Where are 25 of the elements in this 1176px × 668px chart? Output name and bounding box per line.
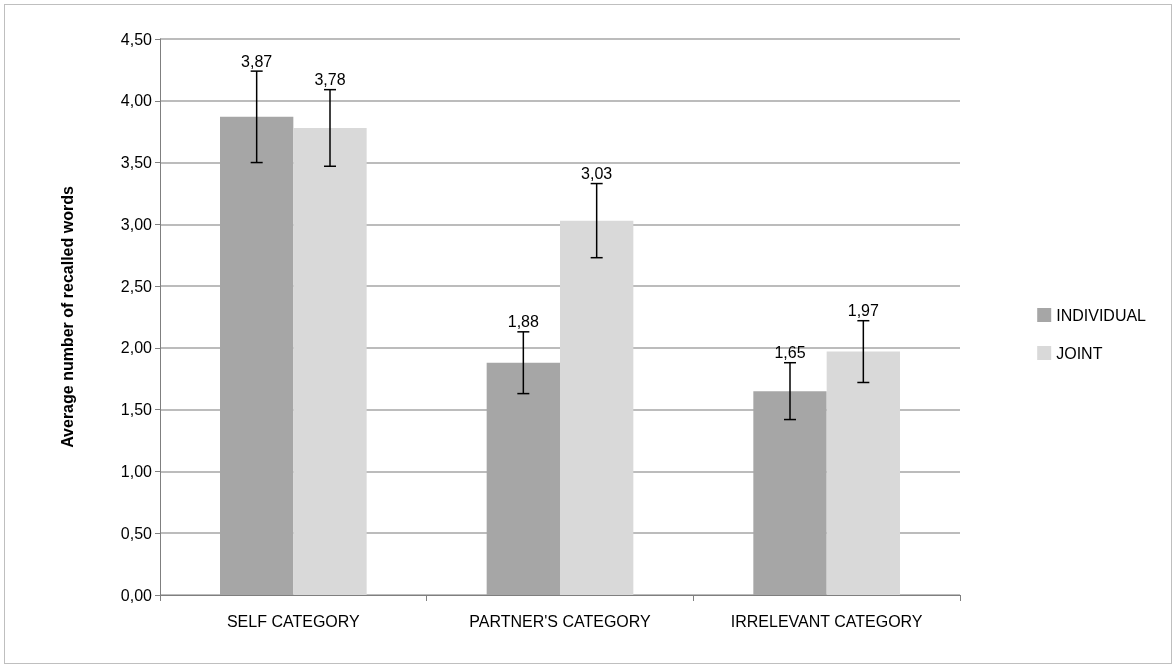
y-tick-label: 1,50 [120, 401, 153, 419]
y-tick-label: 2,50 [120, 277, 153, 295]
x-tick-label: SELF CATEGORY [226, 612, 361, 630]
bar [293, 127, 367, 595]
bar [560, 220, 634, 595]
y-tick-label: 4,50 [120, 30, 153, 48]
legend-label: INDIVIDUAL [1056, 306, 1147, 324]
y-tick-label: 3,50 [120, 154, 153, 172]
y-tick-label: 0,00 [120, 586, 153, 604]
y-axis-title: Average number of recalled words [58, 186, 76, 448]
data-label: 1,65 [774, 344, 806, 362]
data-label: 3,78 [314, 71, 346, 89]
y-tick-label: 1,00 [120, 462, 153, 480]
y-tick-label: 3,00 [120, 215, 153, 233]
y-tick-label: 4,00 [120, 92, 153, 110]
data-label: 3,87 [241, 52, 273, 70]
legend-label: JOINT [1056, 344, 1103, 362]
bar [826, 351, 900, 595]
data-label: 1,88 [507, 313, 540, 331]
data-label: 1,97 [847, 302, 880, 320]
y-tick-label: 2,00 [120, 339, 153, 357]
x-tick-label: IRRELEVANT CATEGORY [730, 612, 923, 630]
x-tick-label: PARTNER'S CATEGORY [469, 612, 652, 630]
y-tick-label: 0,50 [120, 524, 153, 542]
data-label: 3,03 [581, 165, 613, 183]
